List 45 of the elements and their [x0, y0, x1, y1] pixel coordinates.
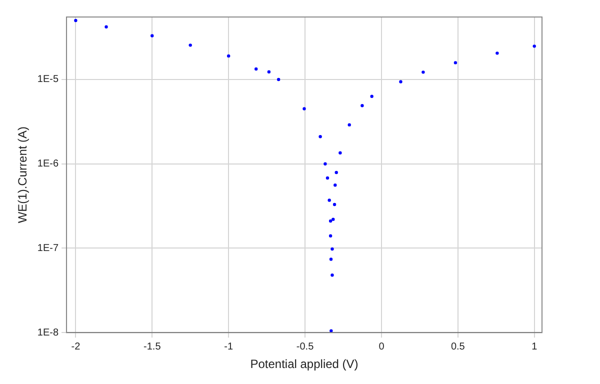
point: [330, 274, 334, 277]
point: [332, 218, 335, 221]
point: [150, 34, 154, 38]
point: [326, 176, 330, 180]
point: [370, 94, 374, 98]
point: [329, 258, 333, 261]
point: [422, 70, 425, 74]
y-tick-label: 1E-5: [37, 74, 59, 86]
x-tick-label: 0.5: [450, 341, 466, 352]
point: [454, 61, 458, 64]
x-tick-label: -2: [71, 341, 81, 352]
x-tick-label: -0.5: [296, 341, 314, 352]
point: [276, 78, 280, 82]
point: [338, 151, 342, 154]
point: [496, 52, 499, 55]
point: [332, 202, 336, 206]
point: [399, 80, 402, 84]
y-axis-title: WE(1).Current (A): [16, 126, 30, 224]
point: [348, 123, 351, 126]
point: [330, 329, 333, 332]
point: [328, 198, 331, 202]
point: [188, 44, 192, 47]
point: [254, 67, 258, 71]
y-tick-label: 1E-7: [37, 242, 59, 254]
point: [330, 247, 334, 251]
x-tick-label: 1: [532, 341, 538, 352]
point: [360, 104, 364, 108]
point: [324, 162, 327, 166]
point: [104, 25, 108, 28]
point: [328, 219, 332, 223]
x-axis-title: Potential applied (V): [250, 357, 358, 372]
point: [328, 234, 332, 238]
x-tick-label: -1.5: [144, 341, 162, 352]
point: [334, 170, 338, 174]
point: [74, 18, 78, 22]
point: [226, 54, 230, 58]
point: [267, 70, 271, 74]
point: [334, 183, 337, 187]
x-tick-label: 0: [378, 341, 385, 352]
y-tick-label: 1E-8: [37, 327, 59, 338]
y-tick-label: 1E-6: [37, 158, 59, 170]
point: [302, 107, 306, 110]
point: [532, 44, 536, 48]
x-tick-label: -1: [224, 341, 234, 352]
point: [318, 135, 322, 138]
